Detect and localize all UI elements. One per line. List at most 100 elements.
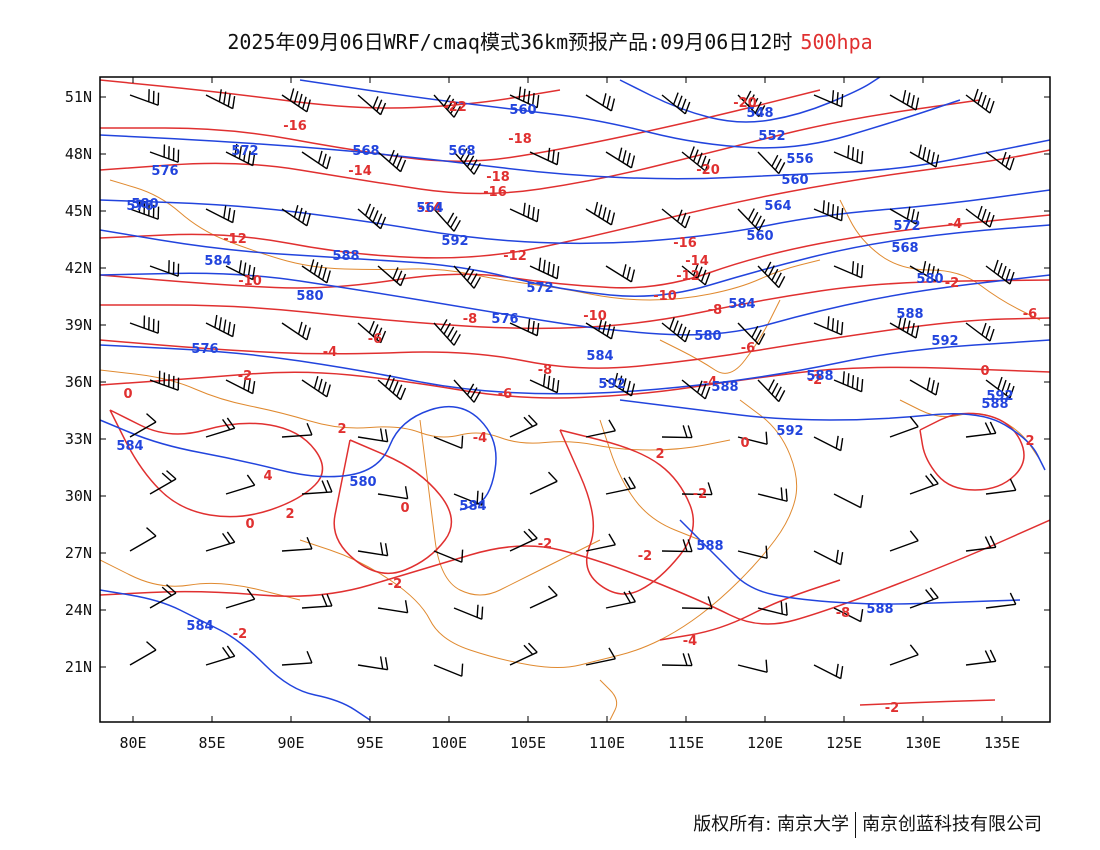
lat-label: 27N	[65, 544, 92, 562]
wind-barb	[433, 319, 461, 346]
temperature-label: -12	[676, 269, 700, 284]
temperature-isotherm	[859, 699, 996, 706]
lon-label: 105E	[510, 734, 546, 752]
height-label: 592	[776, 424, 803, 439]
temperature-label: -20	[696, 163, 720, 178]
wind-barb	[965, 535, 997, 552]
lat-label: 36N	[65, 373, 92, 391]
boundary-line	[899, 399, 1041, 461]
lon-label: 85E	[198, 734, 225, 752]
temperature-label: -10	[238, 274, 262, 289]
wind-barb	[889, 416, 919, 438]
wind-barb	[281, 205, 311, 227]
height-label: 588	[696, 539, 723, 554]
wind-barb	[129, 89, 160, 106]
wind-barb	[909, 587, 939, 609]
wind-barb	[965, 322, 995, 342]
height-label: 588	[806, 369, 833, 384]
lon-label: 100E	[431, 734, 467, 752]
wind-barb	[737, 322, 766, 346]
temperature-label: -14	[685, 254, 709, 269]
wind-barb	[965, 649, 997, 666]
wind-barb	[205, 531, 236, 552]
height-isoline	[100, 339, 1050, 395]
height-label: 568	[448, 144, 475, 159]
temperature-isotherm	[333, 439, 453, 575]
temperature-isotherm	[100, 89, 821, 162]
wind-barb	[813, 316, 844, 336]
wind-barb	[909, 144, 940, 168]
height-label: 588	[896, 307, 923, 322]
wind-barb	[985, 151, 1015, 171]
lat-label: 42N	[65, 259, 92, 277]
lon-label: 135E	[984, 734, 1020, 752]
wind-barb	[357, 428, 389, 443]
temperature-label: -16	[483, 185, 507, 200]
temperature-isotherm	[100, 279, 1050, 330]
wind-barbs	[129, 86, 1017, 680]
wind-barb	[965, 205, 995, 228]
wind-barb	[681, 596, 713, 610]
wind-barb	[889, 206, 920, 225]
temperature-label: -6	[368, 332, 382, 347]
wind-barb	[129, 413, 157, 438]
pressure-level: 500hpa	[800, 30, 873, 54]
temperature-label: -10	[653, 289, 677, 304]
wind-barb	[585, 647, 616, 666]
temperature-label: -2	[885, 701, 899, 716]
boundary-line	[100, 369, 731, 451]
wind-barb	[757, 151, 786, 175]
wind-barb	[529, 585, 558, 609]
height-label: 588	[332, 249, 359, 264]
geopotential-height-contours	[100, 77, 1050, 721]
wind-barb	[737, 90, 766, 118]
wind-barb	[205, 417, 236, 438]
temperature-label: -16	[673, 236, 697, 251]
temperature-label: -2	[238, 369, 252, 384]
wind-barb	[225, 588, 256, 609]
boundary-line	[419, 419, 601, 596]
wind-barb	[129, 199, 160, 220]
wind-barb	[281, 321, 311, 341]
wind-barb	[149, 470, 177, 495]
wind-barb	[377, 486, 409, 500]
temperature-label: 0	[400, 501, 409, 516]
wind-barb	[985, 376, 1015, 399]
temperature-label: -22	[443, 100, 467, 115]
temperature-label: -2	[693, 487, 707, 502]
height-label: 556	[786, 152, 813, 167]
wind-barb	[681, 482, 713, 496]
wind-barb	[149, 144, 180, 163]
geographic-boundaries	[100, 179, 1041, 721]
wind-barb	[585, 419, 616, 438]
wind-barb	[509, 202, 540, 223]
wind-barb	[357, 542, 389, 557]
temperature-isotherm	[100, 317, 1050, 369]
height-label: 584	[728, 297, 755, 312]
wind-barb	[661, 653, 693, 667]
wind-barb	[205, 205, 236, 224]
height-label: 592	[931, 334, 958, 349]
height-label: 576	[491, 312, 518, 327]
wind-barb	[377, 265, 407, 287]
wind-barb	[509, 642, 538, 666]
height-isoline	[100, 134, 1050, 180]
lon-label: 95E	[356, 734, 383, 752]
temperature-label: -6	[741, 341, 755, 356]
height-label: 584	[459, 499, 486, 514]
longitude-axis: 80E 85E 90E 95E 100E 105E 110E 115E 120E 125E 130E…	[119, 77, 1020, 752]
temperature-label: -18	[508, 132, 532, 147]
temperature-label: -2	[945, 276, 959, 291]
height-label: 580	[694, 329, 721, 344]
temperature-label: 2	[1025, 434, 1034, 449]
temperature-isotherm	[559, 429, 695, 595]
wind-barb	[965, 88, 995, 114]
height-label: 576	[151, 164, 178, 179]
height-isoline	[619, 77, 881, 123]
wind-barb	[149, 370, 180, 391]
temperature-isotherm	[100, 79, 561, 109]
lon-label: 115E	[668, 734, 704, 752]
boundary-line	[599, 679, 618, 721]
temperature-label: 0	[740, 436, 749, 451]
height-label: 580	[349, 475, 376, 490]
